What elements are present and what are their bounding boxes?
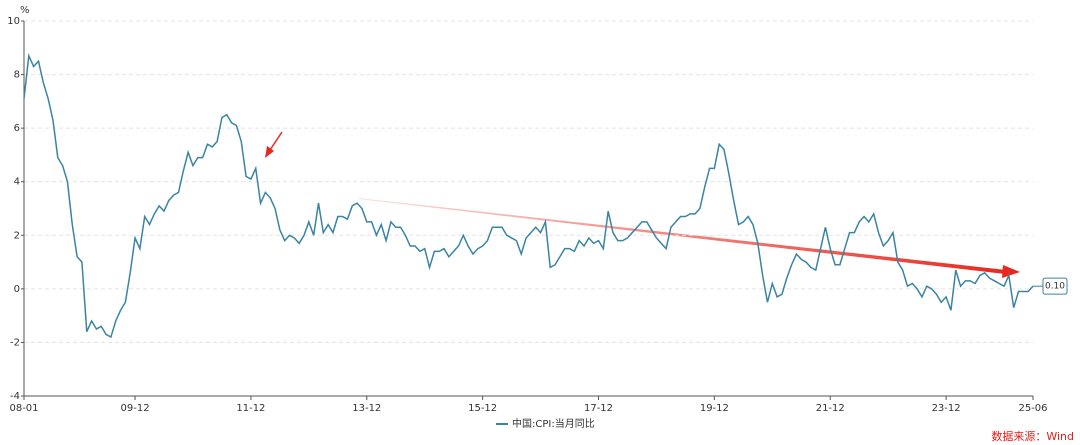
y-tick-label: 4	[14, 177, 20, 188]
pointer-arrow	[269, 131, 283, 151]
x-tick-label: 08-01	[9, 403, 38, 414]
source: 数据来源：Wind	[991, 429, 1074, 443]
trend-arrow-head	[1002, 265, 1020, 278]
y-tick-label: -4	[10, 391, 20, 402]
x-tick-label: 21-12	[816, 403, 845, 414]
x-tick-label: 15-12	[468, 403, 497, 414]
series-line	[23, 53, 1034, 339]
x-tick-label: 17-12	[584, 403, 613, 414]
y-tick-label: 8	[14, 70, 20, 81]
trend-arrow	[358, 198, 1006, 274]
value-label: 0.10	[1045, 282, 1065, 292]
y-tick-label: 0	[14, 284, 20, 295]
x-tick-label: 11-12	[236, 403, 265, 414]
x-tick-label: 19-12	[700, 403, 729, 414]
x-tick-label: 25-06	[1018, 403, 1047, 414]
x-tick-label: 23-12	[932, 403, 961, 414]
y-tick-label: 2	[14, 230, 20, 241]
y-tick-label: 6	[14, 123, 20, 134]
y-tick-label: 10	[7, 16, 20, 27]
y-unit: %	[20, 5, 30, 16]
pointer-arrow-head	[265, 146, 274, 158]
x-tick-label: 09-12	[121, 403, 150, 414]
x-tick-label: 13-12	[352, 403, 381, 414]
legend-label: 中国:CPI:当月同比	[512, 417, 595, 430]
legend: 中国:CPI:当月同比	[496, 417, 595, 430]
y-tick-label: -2	[10, 337, 20, 348]
